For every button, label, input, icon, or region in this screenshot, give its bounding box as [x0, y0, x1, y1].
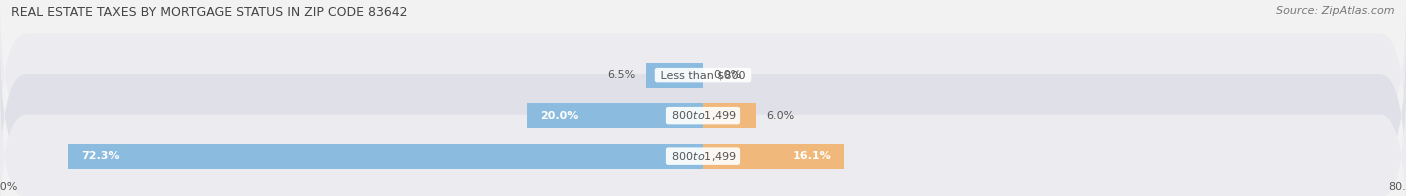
Bar — [645, 63, 703, 88]
FancyBboxPatch shape — [0, 36, 1406, 196]
Text: 6.5%: 6.5% — [607, 70, 636, 80]
Bar — [67, 144, 703, 169]
FancyBboxPatch shape — [0, 0, 1406, 155]
Text: Less than $800: Less than $800 — [657, 70, 749, 80]
Bar — [527, 103, 703, 128]
Text: Source: ZipAtlas.com: Source: ZipAtlas.com — [1277, 6, 1395, 16]
Text: 16.1%: 16.1% — [793, 151, 831, 161]
Text: $800 to $1,499: $800 to $1,499 — [668, 150, 738, 163]
Text: 6.0%: 6.0% — [766, 111, 794, 121]
Bar — [703, 144, 845, 169]
Text: $800 to $1,499: $800 to $1,499 — [668, 109, 738, 122]
FancyBboxPatch shape — [0, 76, 1406, 196]
Text: 20.0%: 20.0% — [540, 111, 579, 121]
Bar — [703, 103, 756, 128]
Text: 0.0%: 0.0% — [713, 70, 742, 80]
Text: REAL ESTATE TAXES BY MORTGAGE STATUS IN ZIP CODE 83642: REAL ESTATE TAXES BY MORTGAGE STATUS IN … — [11, 6, 408, 19]
Text: 72.3%: 72.3% — [82, 151, 120, 161]
